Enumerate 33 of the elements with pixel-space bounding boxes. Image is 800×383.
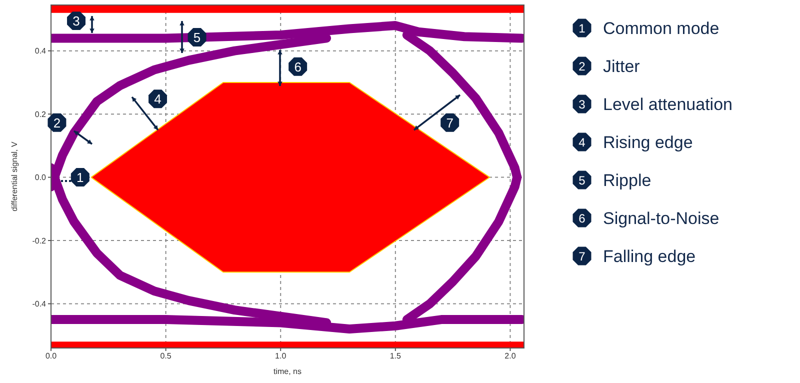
annotation: 2 [53, 115, 61, 130]
x-axis-title: time, ns [273, 367, 302, 376]
text: Ripple [603, 171, 652, 190]
text: 3 [578, 97, 586, 112]
text: 6 [578, 211, 586, 226]
annotation: 5 [193, 30, 201, 45]
annotation: 7 [446, 115, 454, 130]
text: 4 [578, 135, 586, 150]
y-tick-label: 0.0 [34, 173, 47, 182]
text: Common mode [603, 19, 720, 38]
y-tick-label: 0.4 [34, 46, 47, 56]
text: Jitter [603, 57, 640, 76]
text: Falling edge [603, 247, 696, 266]
text: Level attenuation [603, 95, 732, 114]
x-tick-label: 1.0 [275, 352, 287, 361]
text: 2 [578, 59, 586, 74]
x-tick-label: 0.5 [160, 352, 172, 361]
annotation: 4 [154, 92, 162, 107]
text: 7 [578, 249, 586, 264]
y-tick-label: -0.4 [32, 300, 47, 309]
text: Rising edge [603, 133, 693, 152]
x-tick-label: 2.0 [504, 352, 516, 361]
annotation: 3 [72, 13, 80, 28]
text: 1 [578, 21, 586, 36]
y-tick-label: 0.2 [34, 110, 47, 119]
text: Signal-to-Noise [603, 209, 720, 228]
annotation: 6 [294, 59, 302, 74]
annotation: 1 [76, 170, 84, 185]
y-axis-title: differential signal, V [10, 141, 19, 212]
x-tick-label: 0.0 [45, 352, 58, 361]
text: 5 [578, 173, 586, 188]
x-tick-label: 1.5 [390, 352, 402, 361]
y-tick-label: -0.2 [32, 236, 47, 246]
